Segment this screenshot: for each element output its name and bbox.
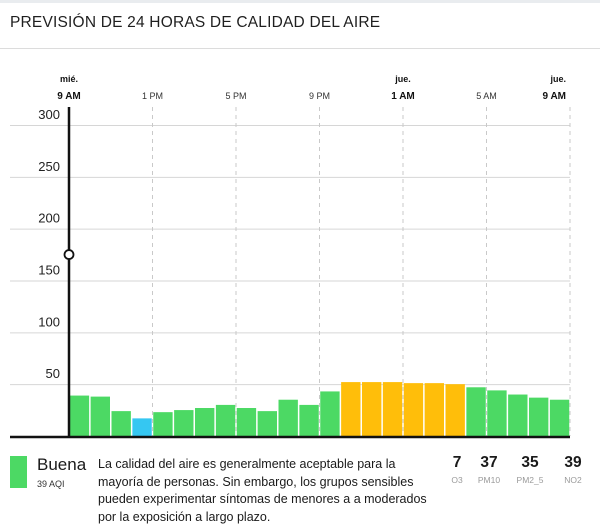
x-tick-label: 1 AM bbox=[391, 91, 415, 102]
aqi-bar bbox=[174, 410, 194, 436]
pollutant-o3: 7 O3 bbox=[446, 454, 468, 485]
aqi-description: La calidad del aire es generalmente acep… bbox=[98, 457, 427, 524]
pollutant-value: 39 bbox=[564, 454, 582, 471]
aqi-bar bbox=[90, 396, 110, 436]
x-tick-day-label: jue. bbox=[549, 74, 566, 84]
current-time-marker bbox=[63, 249, 75, 260]
y-tick-label: 200 bbox=[38, 211, 60, 226]
aqi-bar bbox=[403, 383, 424, 436]
pollutant-value: 37 bbox=[480, 454, 498, 471]
aqi-bar bbox=[341, 382, 361, 436]
aqi-bar bbox=[257, 411, 277, 436]
aqi-bar bbox=[508, 394, 528, 436]
y-tick-label: 50 bbox=[46, 366, 60, 381]
pollutant-name: NO2 bbox=[564, 475, 582, 485]
aqi-bar bbox=[69, 395, 90, 436]
x-tick-day-label: mié. bbox=[60, 74, 78, 84]
aqi-forecast-chart: mié. 9 AM 1 PM 5 PM 9 PM jue. 1 AM 5 AM jue. 9 AM… bbox=[10, 74, 571, 439]
current-aqi-panel: Buena 39 AQI La calidad del aire es gene… bbox=[0, 448, 600, 531]
x-tick-day-label: jue. bbox=[394, 74, 411, 84]
x-tick-label: 9 AM bbox=[542, 91, 566, 102]
header-divider bbox=[0, 48, 600, 49]
aqi-bar bbox=[487, 390, 507, 436]
pollutant-name: PM2_5 bbox=[516, 475, 544, 485]
aqi-bar bbox=[362, 382, 382, 436]
y-tick-label: 150 bbox=[38, 263, 60, 278]
aqi-bar bbox=[382, 382, 403, 436]
pollutant-value: 7 bbox=[452, 454, 462, 471]
aqi-bar bbox=[132, 418, 152, 436]
aqi-level-swatch bbox=[10, 456, 27, 488]
x-tick-label: 5 AM bbox=[476, 91, 497, 101]
aqi-bar bbox=[111, 411, 131, 436]
aqi-value: 39 AQI bbox=[37, 479, 65, 489]
aqi-bar bbox=[236, 408, 257, 436]
x-tick-label: 9 PM bbox=[309, 91, 330, 101]
page-title: PREVISIÓN DE 24 HORAS DE CALIDAD DEL AIR… bbox=[10, 14, 381, 31]
x-tick-label: 5 PM bbox=[225, 91, 246, 101]
y-tick-label: 300 bbox=[38, 107, 60, 122]
x-tick-label: 9 AM bbox=[57, 91, 81, 102]
aqi-level-label: Buena bbox=[37, 455, 87, 474]
top-border bbox=[0, 0, 600, 3]
pollutant-no2: 39 NO2 bbox=[560, 454, 586, 485]
pollutant-pm10: 37 PM10 bbox=[474, 454, 504, 485]
aqi-bar bbox=[466, 387, 486, 436]
aqi-bar bbox=[215, 404, 236, 436]
aqi-bar bbox=[278, 399, 298, 436]
pollutant-name: O3 bbox=[451, 475, 463, 485]
aqi-bar bbox=[195, 408, 215, 436]
pollutant-value: 35 bbox=[521, 454, 539, 471]
aqi-bar bbox=[549, 399, 570, 436]
aqi-bar bbox=[445, 384, 465, 436]
y-tick-label: 250 bbox=[38, 159, 60, 174]
aqi-bar bbox=[153, 412, 173, 436]
pollutant-pm2-5: 35 PM2_5 bbox=[514, 454, 546, 485]
pollutant-name: PM10 bbox=[477, 475, 501, 485]
aqi-bar bbox=[529, 397, 549, 436]
aqi-bar bbox=[424, 383, 444, 436]
x-tick-label: 1 PM bbox=[142, 91, 163, 101]
aqi-bar bbox=[320, 391, 340, 436]
aqi-bar bbox=[299, 404, 319, 436]
y-tick-label: 100 bbox=[38, 314, 60, 329]
